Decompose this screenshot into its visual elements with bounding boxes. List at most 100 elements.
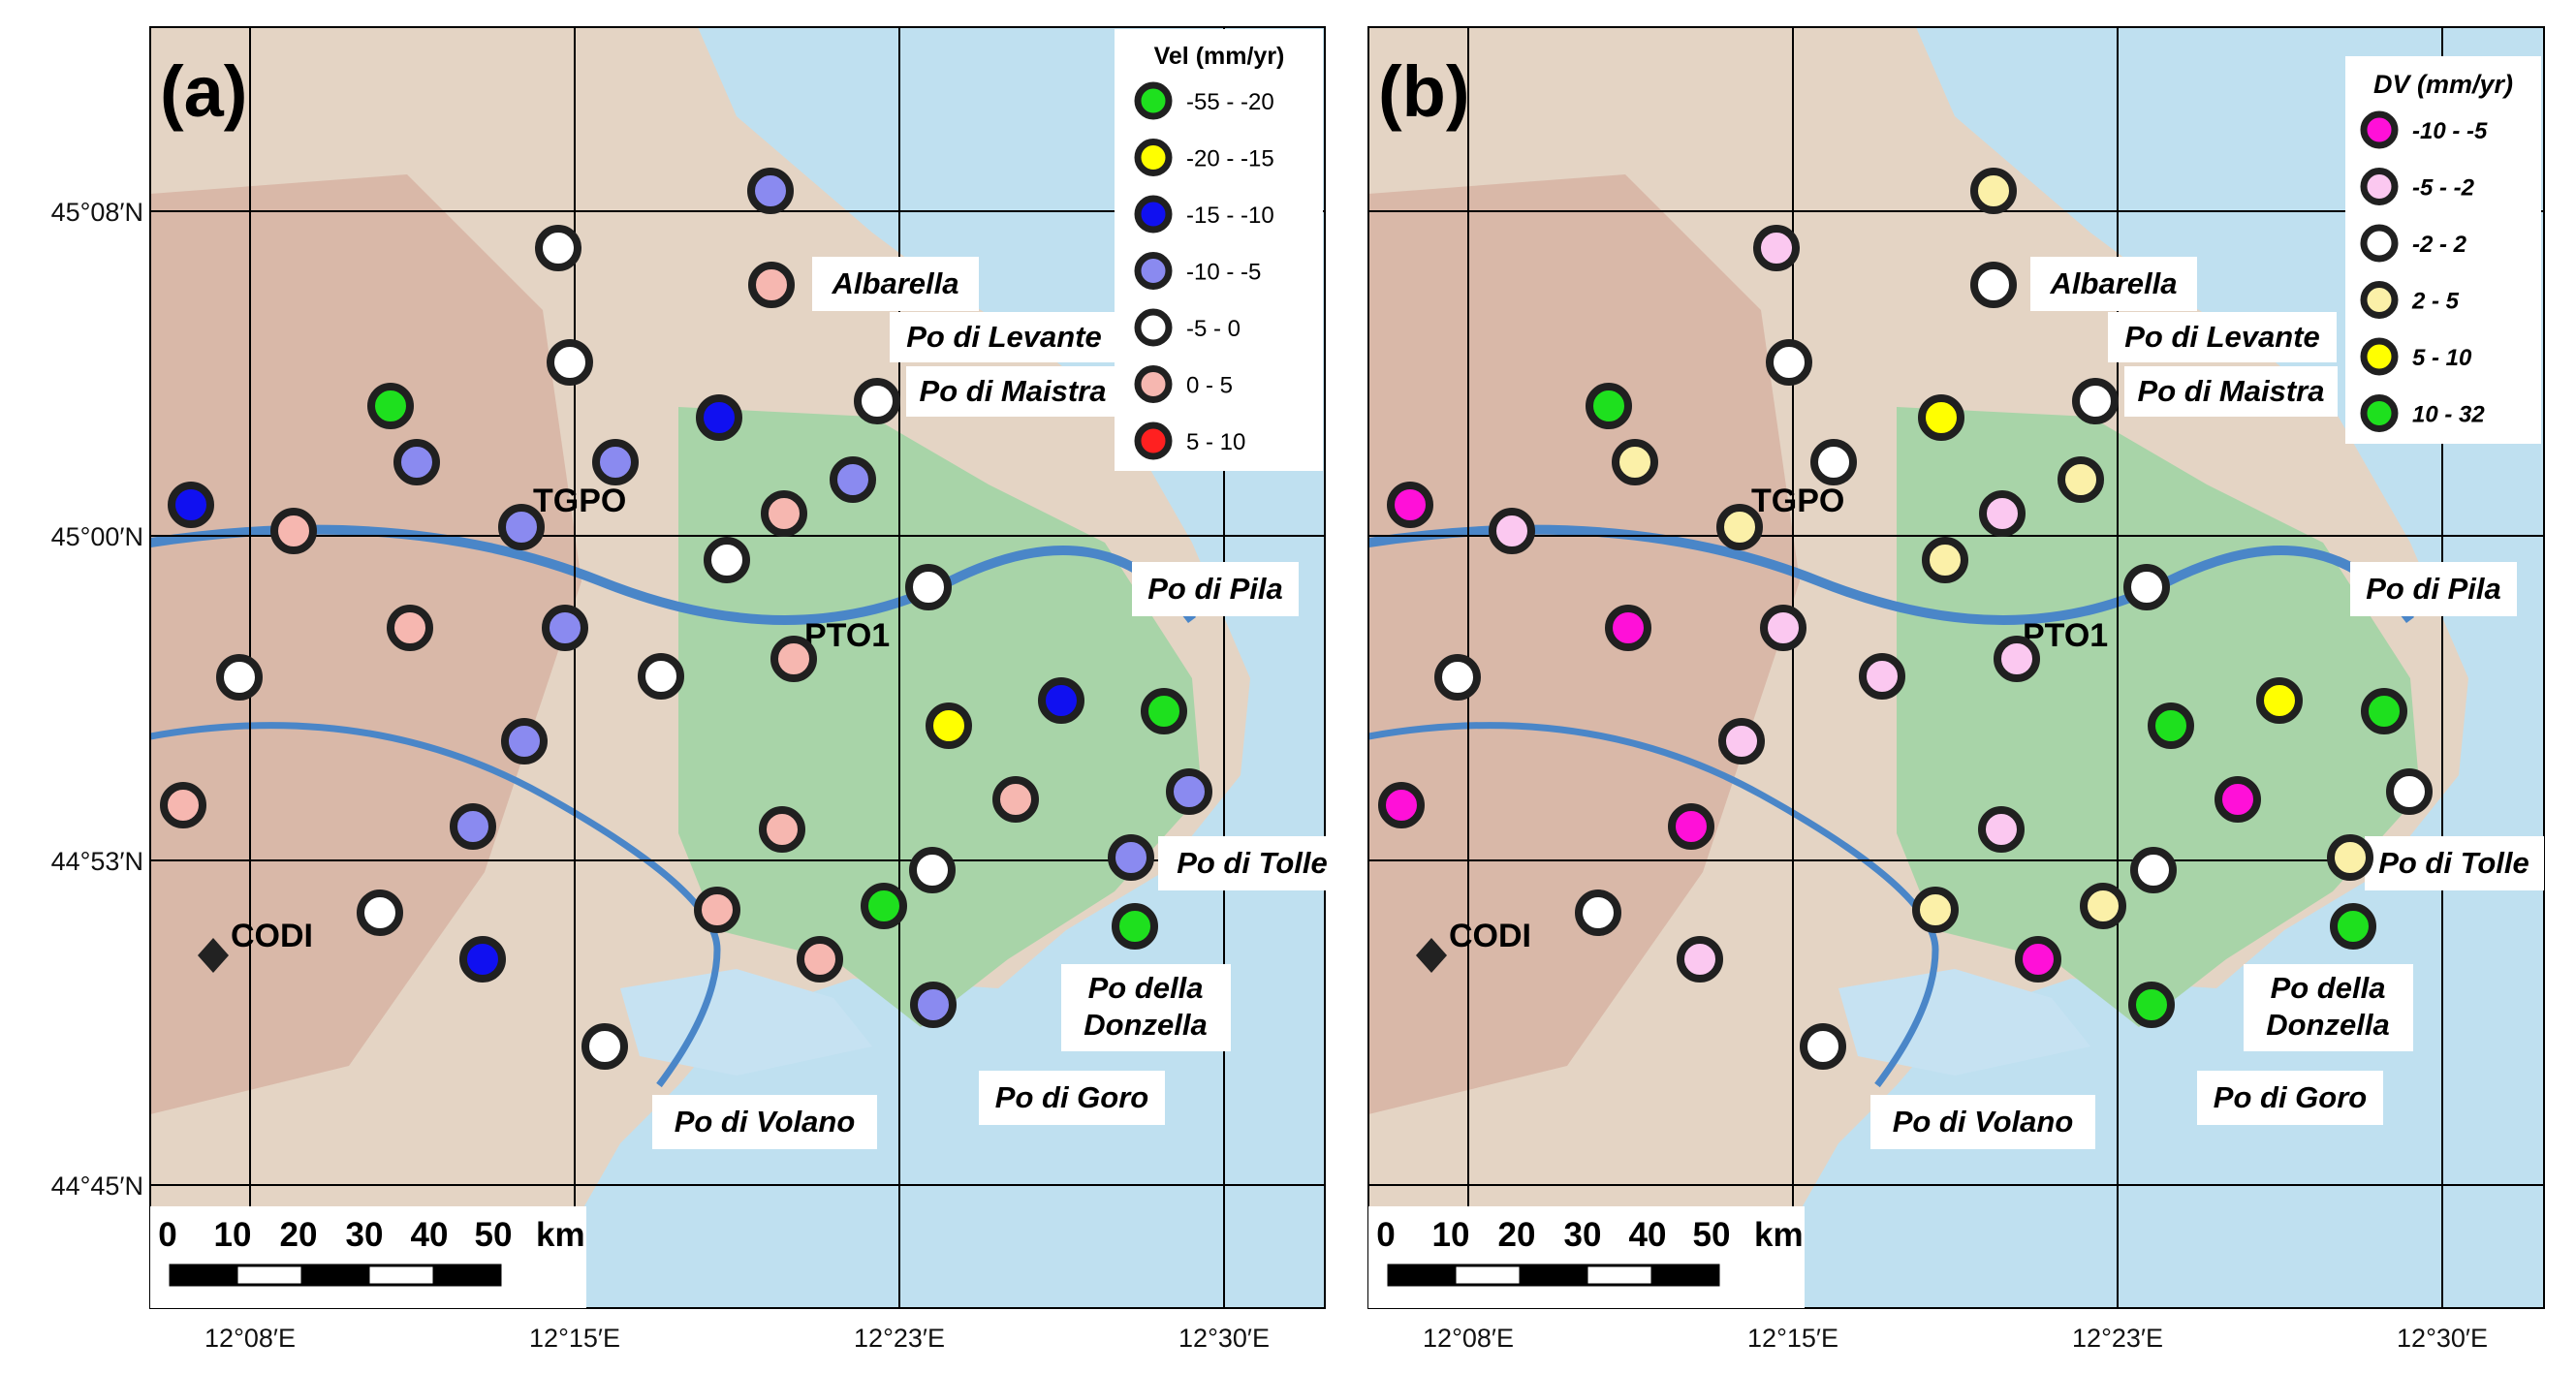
velocity-marker [592, 439, 639, 485]
velocity-marker [542, 605, 588, 651]
legend-swatch [2360, 224, 2399, 263]
velocity-markers-b [1378, 168, 2433, 1070]
scale-bar-b: 0 10 20 30 40 50 km [1368, 1206, 1805, 1308]
legend-label: -5 - 0 [1186, 316, 1241, 342]
legend-swatch [1134, 195, 1173, 234]
place-label: Po di Tolle [2378, 846, 2529, 880]
scale-tick: 30 [346, 1216, 384, 1254]
velocity-marker [1716, 504, 1763, 550]
longitude-labels-b: 12°08′E 12°15′E 12°23′E 12°30′E [1423, 1324, 2488, 1353]
station-label: TGPO [533, 483, 626, 519]
velocity-marker [638, 653, 684, 700]
lon-label: 12°15′E [529, 1324, 620, 1353]
velocity-marker [501, 718, 548, 765]
velocity-marker [2148, 702, 2194, 749]
velocity-marker [216, 654, 263, 701]
scale-bar-segments [1387, 1264, 1720, 1287]
panel-tag: (b) [1378, 51, 1470, 132]
velocity-marker [1612, 439, 1658, 485]
velocity-marker [992, 776, 1039, 823]
velocity-marker [2256, 677, 2303, 724]
panel-tag: (a) [160, 51, 247, 132]
velocity-marker [694, 887, 740, 933]
legend-label: 5 - 10 [2412, 345, 2472, 371]
legend-swatch [1134, 365, 1173, 403]
scale-bar-a: 0 10 20 30 40 50 km [150, 1206, 586, 1308]
scale-tick: 20 [280, 1216, 318, 1254]
lon-label: 12°30′E [1178, 1324, 1270, 1353]
legend-title: Vel (mm/yr) [1154, 43, 1285, 70]
velocity-marker [357, 889, 403, 936]
velocity-marker [2072, 378, 2119, 424]
velocity-marker [393, 439, 440, 485]
lat-label: 45°08′N [51, 198, 143, 227]
place-label: Albarella [832, 266, 959, 300]
velocity-marker [909, 847, 956, 893]
legend-label: -10 - -5 [2412, 118, 2488, 144]
velocity-marker [581, 1023, 628, 1070]
velocity-marker [1994, 636, 2040, 682]
velocity-markers-a [160, 168, 1212, 1070]
legend-swatch [1134, 81, 1173, 120]
legend-label: -20 - -15 [1186, 146, 1274, 172]
velocity-marker [2130, 847, 2177, 893]
legend-swatch [2360, 168, 2399, 205]
velocity-marker [905, 564, 952, 610]
velocity-marker [1586, 383, 1632, 429]
scale-tick: 50 [475, 1216, 513, 1254]
diamond-icon [198, 938, 229, 973]
place-label: Po di Pila [2366, 572, 2501, 606]
legend-swatch [2360, 394, 2399, 432]
station-label: PTO1 [804, 617, 890, 654]
velocity-marker [1912, 887, 1959, 933]
station-label: CODI [1449, 918, 1531, 954]
legend-swatch [1134, 139, 1173, 176]
velocity-marker [770, 636, 817, 682]
legend-a: Vel (mm/yr) -55 - -20 -20 - -15 -15 - -10 -… [1115, 29, 1323, 471]
latitude-labels-a: 45°08′N 45°00′N 44°53′N 44°45′N [51, 198, 143, 1201]
velocity-marker [1970, 262, 2017, 308]
scale-tick: 50 [1693, 1216, 1731, 1254]
longitude-labels-a: 12°08′E 12°15′E 12°23′E 12°30′E [204, 1324, 1270, 1353]
velocity-marker [759, 806, 805, 853]
velocity-marker [2330, 903, 2376, 950]
velocity-marker [1575, 889, 1621, 936]
velocity-marker [160, 782, 206, 828]
velocity-marker [1800, 1023, 1846, 1070]
legend-label: -10 - -5 [1186, 260, 1261, 286]
place-label: Po di Goro [2214, 1080, 2367, 1114]
velocity-marker [1038, 677, 1084, 724]
place-label: Po di Levante [2124, 320, 2320, 354]
lon-label: 12°23′E [2072, 1324, 2163, 1353]
place-label: Donzella [1084, 1008, 1207, 1042]
velocity-marker [1970, 168, 2017, 214]
velocity-marker [761, 490, 807, 537]
velocity-marker [748, 262, 795, 308]
velocity-marker [270, 508, 317, 554]
legend-swatch [2360, 110, 2399, 149]
velocity-marker [861, 883, 907, 929]
scale-unit: km [536, 1216, 585, 1254]
lon-label: 12°15′E [1747, 1324, 1838, 1353]
velocity-marker [168, 482, 214, 528]
gnss-stations-a: TGPO PTO1 CODI [198, 483, 890, 973]
legend-label: 2 - 5 [2411, 289, 2460, 315]
scale-tick: 40 [1629, 1216, 1667, 1254]
legend-label: 10 - 32 [2412, 402, 2485, 428]
place-label: Po della [2271, 971, 2386, 1005]
velocity-marker [910, 982, 957, 1028]
place-label: Po di Maistra [2138, 374, 2325, 408]
velocity-marker [2080, 883, 2126, 929]
velocity-marker [797, 936, 843, 983]
velocity-marker [2058, 456, 2104, 503]
velocity-marker [1378, 782, 1425, 828]
scale-bar-segments [169, 1264, 502, 1287]
scale-tick: 30 [1564, 1216, 1602, 1254]
place-labels-a: Albarella Po di Levante Po di Maistra Po… [652, 257, 1346, 1149]
velocity-marker [2327, 834, 2373, 881]
place-label: Po di Tolle [1177, 846, 1328, 880]
legend-label: -15 - -10 [1186, 203, 1274, 229]
velocity-marker [1918, 394, 1964, 441]
velocity-marker [704, 537, 750, 583]
